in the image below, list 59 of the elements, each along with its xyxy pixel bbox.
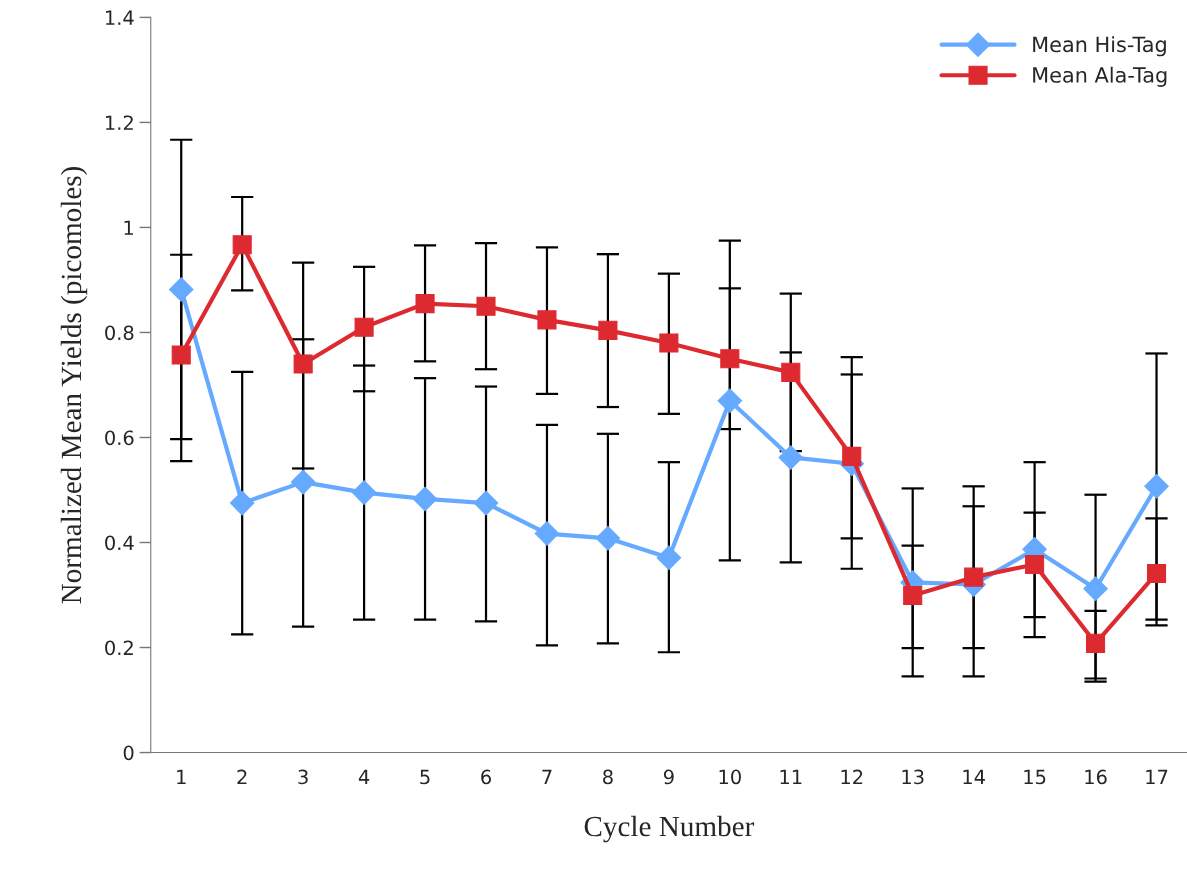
point [595, 526, 621, 551]
y-tick-label: 1.2 [105, 115, 133, 130]
point [964, 567, 984, 587]
y-tick-label: 1 [124, 220, 133, 235]
point [656, 545, 682, 571]
point [1083, 576, 1108, 602]
point [1025, 555, 1045, 575]
x-tick-label: 5 [420, 769, 430, 785]
point [1086, 633, 1106, 653]
x-tick-label: 3 [298, 769, 308, 785]
x-tick-label: 11 [780, 769, 802, 784]
point [476, 296, 496, 316]
point [1146, 563, 1167, 584]
legend-label: Mean His-Tag [1033, 36, 1166, 57]
y-tick-label: 0.6 [105, 430, 134, 446]
point [537, 310, 557, 330]
point [781, 362, 801, 382]
y-tick-label: 0 [123, 745, 134, 761]
x-tick-label: 10 [719, 769, 741, 785]
point [534, 521, 560, 546]
y-axis-title: Normalized Mean Yields (picomoles) [60, 166, 88, 604]
x-tick-label: 1 [177, 769, 186, 784]
point [412, 486, 438, 512]
y-tick-label: 0.2 [105, 640, 133, 656]
y-tick-label: 0.4 [105, 535, 134, 551]
x-tick-label: 15 [1024, 769, 1046, 785]
x-tick-label: 17 [1146, 769, 1168, 784]
point [473, 490, 499, 516]
x-tick-label: 6 [481, 769, 491, 785]
y-tick-label: 1.4 [105, 10, 134, 25]
point [659, 333, 679, 353]
point [290, 469, 316, 495]
point [168, 277, 194, 302]
point [903, 586, 923, 606]
x-tick-label: 9 [663, 769, 674, 785]
x-tick-label: 16 [1085, 769, 1107, 785]
point [293, 354, 313, 374]
point [232, 235, 252, 255]
x-tick-label: 8 [603, 769, 613, 785]
point [1144, 474, 1169, 499]
x-tick-label: 7 [542, 769, 552, 784]
y-tick-label: 0.8 [105, 325, 134, 341]
x-tick-label: 4 [358, 769, 370, 784]
x-axis-title: Cycle Number [584, 815, 755, 843]
point [720, 349, 740, 369]
x-tick-label: 12 [841, 769, 863, 784]
point [778, 445, 804, 470]
point [351, 480, 377, 505]
point [598, 320, 618, 340]
point [229, 490, 255, 516]
point [354, 317, 374, 337]
x-tick-label: 2 [237, 769, 247, 784]
x-tick-label: 14 [963, 769, 985, 784]
point [415, 294, 435, 314]
x-tick-label: 13 [902, 769, 924, 785]
point [171, 345, 191, 365]
point [717, 388, 743, 414]
point [842, 446, 862, 466]
legend-label: Mean Ala-Tag [1033, 66, 1167, 87]
